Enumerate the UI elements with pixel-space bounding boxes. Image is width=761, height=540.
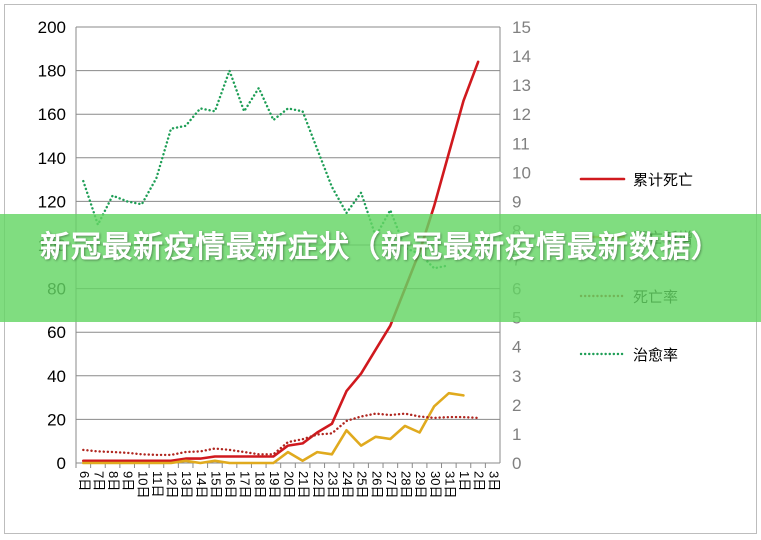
x-tick-label: 18日	[252, 471, 267, 498]
right-tick-label: 3	[512, 367, 521, 386]
left-tick-label: 60	[47, 323, 66, 342]
x-tick-label: 8日	[106, 471, 121, 491]
right-tick-label: 11	[512, 134, 530, 153]
x-tick-label: 23日	[325, 471, 340, 498]
right-tick-label: 13	[512, 76, 531, 95]
left-tick-label: 180	[38, 62, 66, 81]
series-line-死亡率	[82, 412, 480, 457]
x-tick-label: 21日	[296, 471, 311, 498]
x-tick-label: 11日	[150, 471, 165, 498]
x-tick-label: 13日	[179, 471, 194, 498]
title-banner	[0, 214, 761, 322]
right-tick-label: 10	[512, 163, 531, 182]
left-tick-label: 140	[38, 149, 66, 168]
x-tick-label: 22日	[311, 471, 326, 498]
x-tick-label: 30日	[428, 471, 443, 498]
legend-label: 累计死亡	[633, 171, 693, 189]
x-tick-label: 19日	[267, 471, 282, 498]
x-tick-label: 20日	[282, 471, 297, 498]
right-tick-label: 0	[512, 454, 521, 473]
right-tick-label: 4	[512, 338, 521, 357]
right-tick-label: 9	[512, 192, 521, 211]
left-tick-label: 20	[47, 410, 66, 429]
x-tick-label: 14日	[194, 471, 209, 498]
right-tick-label: 15	[512, 18, 531, 37]
x-tick-label: 2日	[472, 471, 487, 491]
left-tick-label: 0	[57, 454, 66, 473]
right-tick-label: 12	[512, 105, 531, 124]
x-tick-label: 26日	[369, 471, 384, 498]
x-tick-label: 10日	[135, 471, 150, 498]
x-tick-label: 29日	[413, 471, 428, 498]
x-tick-label: 17日	[238, 471, 253, 498]
series-line-治愈率	[82, 69, 450, 270]
right-tick-label: 2	[512, 396, 521, 415]
x-tick-label: 28日	[399, 471, 414, 498]
x-tick-label: 27日	[384, 471, 399, 498]
x-tick-label: 25日	[355, 471, 370, 498]
x-tick-label: 1日	[457, 471, 472, 491]
x-tick-label: 7日	[91, 471, 106, 491]
x-tick-label: 3日	[486, 471, 501, 491]
left-tick-label: 40	[47, 367, 66, 386]
left-tick-label: 200	[38, 18, 66, 37]
series-line-死亡新增	[82, 391, 465, 465]
x-tick-label: 31日	[442, 471, 457, 498]
overlay-title: 新冠最新疫情最新症状（新冠最新疫情最新数据）	[40, 230, 722, 265]
legend-label: 治愈率	[633, 346, 678, 364]
right-tick-label: 1	[512, 425, 521, 444]
x-tick-label: 16日	[223, 471, 238, 498]
right-tick-label: 14	[512, 47, 531, 66]
left-tick-label: 160	[38, 105, 66, 124]
x-tick-label: 15日	[208, 471, 223, 498]
left-tick-label: 120	[38, 192, 66, 211]
x-tick-label: 9日	[121, 471, 136, 491]
x-tick-label: 6日	[77, 471, 92, 491]
x-tick-label: 24日	[340, 471, 355, 498]
x-tick-label: 12日	[165, 471, 180, 498]
x-axis-ticks: 6日 7日 8日 9日 10日 11日 12日 13日 14日 15日 16日 17日 18日 19日 20…	[75, 463, 501, 498]
